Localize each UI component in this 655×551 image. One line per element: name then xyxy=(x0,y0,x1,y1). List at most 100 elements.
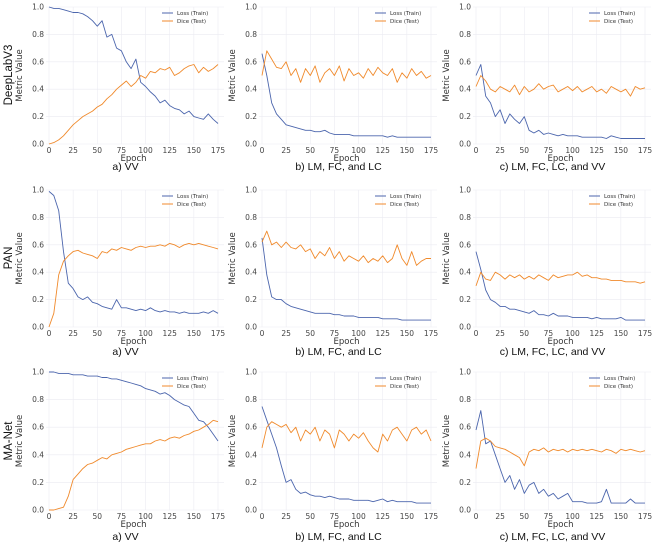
legend: Loss (Train) Dice (Test) xyxy=(162,376,208,390)
x-tick-label: 50 xyxy=(520,146,530,155)
x-tick-label: 150 xyxy=(614,512,629,521)
legend-label: Dice (Test) xyxy=(604,202,633,208)
legend-label: Loss (Train) xyxy=(604,194,635,200)
x-tick-label: 0 xyxy=(474,512,479,521)
x-tick-label: 75 xyxy=(330,329,340,338)
legend: Loss (Train) Dice (Test) xyxy=(589,376,635,390)
y-axis-label: Metric Value xyxy=(228,232,238,284)
legend-label: Loss (Train) xyxy=(390,11,421,17)
subplot-1-3: 0 25 50 75 100 125 150 175 0.0 0.2 0.4 0.6 0.8 1.0 Epo… xyxy=(442,3,652,174)
y-axis-label: Metric Value xyxy=(228,49,238,101)
y-tick-label: 0.4 xyxy=(459,268,471,277)
y-tick-label: 1.0 xyxy=(245,186,257,195)
loss-train-line xyxy=(261,53,431,138)
x-tick-label: 175 xyxy=(638,329,653,338)
legend: Loss (Train) Dice (Test) xyxy=(162,194,208,208)
x-tick-label: 125 xyxy=(163,329,178,338)
x-tick-label: 75 xyxy=(117,329,127,338)
y-tick-label: 0.0 xyxy=(245,323,257,332)
x-tick-label: 175 xyxy=(424,329,439,338)
x-tick-label: 25 xyxy=(68,146,78,155)
x-tick-label: 175 xyxy=(638,512,653,521)
x-tick-label: 50 xyxy=(93,512,103,521)
x-tick-label: 25 xyxy=(68,512,78,521)
y-tick-label: 0.0 xyxy=(32,506,44,515)
x-tick-label: 0 xyxy=(47,146,52,155)
y-tick-label: 0.8 xyxy=(459,213,471,222)
x-tick-label: 175 xyxy=(211,512,226,521)
legend: Loss (Train) Dice (Test) xyxy=(375,194,421,208)
x-tick-label: 50 xyxy=(306,512,316,521)
loss-train-line xyxy=(261,406,431,504)
plot-area xyxy=(473,372,651,510)
legend: Loss (Train) Dice (Test) xyxy=(589,194,635,208)
x-tick-label: 125 xyxy=(590,329,605,338)
x-tick-label: 125 xyxy=(376,512,391,521)
plot-area xyxy=(46,372,224,510)
dice-test-line xyxy=(475,271,646,287)
y-tick-label: 0.2 xyxy=(245,478,257,487)
x-tick-label: 150 xyxy=(614,329,629,338)
x-axis-label: Epoch xyxy=(120,337,146,347)
x-tick-label: 125 xyxy=(163,512,178,521)
y-tick-label: 0.4 xyxy=(245,85,257,94)
y-tick-label: 1.0 xyxy=(32,3,44,12)
y-tick-label: 0.8 xyxy=(245,213,257,222)
y-tick-label: 0.6 xyxy=(32,240,44,249)
dice-test-line xyxy=(261,421,432,453)
y-tick-label: 0.6 xyxy=(32,57,44,66)
legend-label: Dice (Test) xyxy=(177,384,206,390)
x-axis-label: Epoch xyxy=(120,520,146,530)
y-tick-label: 1.0 xyxy=(32,368,44,377)
x-tick-label: 100 xyxy=(565,146,580,155)
subplot-caption: c) LM, FC, LC, and VV xyxy=(500,161,606,173)
subplot-3-3: 0 25 50 75 100 125 150 175 0.0 0.2 0.4 0.6 0.8 1.0 Epo… xyxy=(442,368,652,544)
loss-train-line xyxy=(48,6,219,124)
subplot-caption: a) VV xyxy=(112,161,138,173)
legend: Loss (Train) Dice (Test) xyxy=(375,11,421,25)
x-tick-label: 50 xyxy=(520,329,530,338)
y-tick-label: 0.8 xyxy=(32,213,44,222)
x-tick-label: 0 xyxy=(260,146,265,155)
x-tick-label: 175 xyxy=(211,146,226,155)
y-axis-label: Metric Value xyxy=(15,232,25,284)
x-tick-label: 25 xyxy=(495,329,505,338)
x-tick-label: 150 xyxy=(400,146,415,155)
y-tick-label: 1.0 xyxy=(459,3,471,12)
x-tick-label: 100 xyxy=(351,329,366,338)
y-tick-label: 0.6 xyxy=(245,240,257,249)
legend-label: Dice (Test) xyxy=(390,19,419,25)
x-tick-label: 175 xyxy=(211,329,226,338)
plot-area xyxy=(46,7,224,144)
y-tick-label: 1.0 xyxy=(245,368,257,377)
dice-test-line xyxy=(48,242,219,328)
y-tick-label: 0.8 xyxy=(459,395,471,404)
subplot-caption: a) VV xyxy=(112,346,138,358)
y-tick-label: 0.0 xyxy=(245,506,257,515)
legend-label: Loss (Train) xyxy=(177,376,208,382)
x-tick-label: 100 xyxy=(351,146,366,155)
y-tick-label: 0.0 xyxy=(32,140,44,149)
subplot-caption: b) LM, FC, and LC xyxy=(295,531,382,543)
y-tick-label: 0.2 xyxy=(245,112,257,121)
x-tick-label: 150 xyxy=(614,146,629,155)
x-tick-label: 175 xyxy=(638,146,653,155)
legend-label: Dice (Test) xyxy=(177,202,206,208)
x-tick-label: 0 xyxy=(47,329,52,338)
loss-train-line xyxy=(475,410,645,504)
y-axis-label: Metric Value xyxy=(228,415,238,467)
dice-test-line xyxy=(261,50,432,83)
x-tick-label: 75 xyxy=(330,512,340,521)
plot-area xyxy=(473,7,651,144)
x-tick-label: 125 xyxy=(590,146,605,155)
x-tick-label: 75 xyxy=(330,146,340,155)
x-tick-label: 150 xyxy=(400,329,415,338)
subplot-caption: b) LM, FC, and LC xyxy=(295,161,382,173)
subplot-2-3: 0 25 50 75 100 125 150 175 0.0 0.2 0.4 0.6 0.8 1.0 Epo… xyxy=(442,186,652,359)
x-tick-label: 100 xyxy=(138,146,153,155)
loss-train-line xyxy=(475,64,645,139)
y-tick-label: 0.8 xyxy=(459,30,471,39)
row-label: DeepLabV3 xyxy=(3,45,15,106)
x-tick-label: 125 xyxy=(590,512,605,521)
y-tick-label: 0.6 xyxy=(459,423,471,432)
